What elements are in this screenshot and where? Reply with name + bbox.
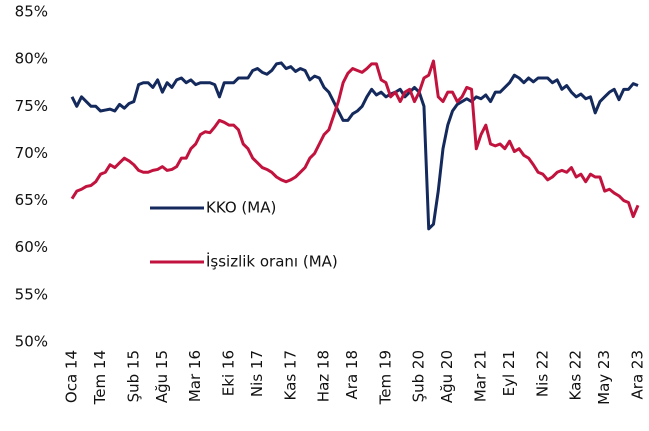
x-tick-label: Haz 18 bbox=[315, 350, 333, 402]
series-line bbox=[70, 61, 639, 231]
x-tick-label: Eki 16 bbox=[219, 350, 237, 396]
x-tick-label: Ara 23 bbox=[629, 350, 647, 399]
x-tick-label: Ağu 15 bbox=[153, 350, 171, 403]
x-tick-label: Kas 17 bbox=[281, 350, 299, 400]
x-tick-label: Nis 17 bbox=[248, 350, 266, 397]
y-tick-label: 50% bbox=[15, 333, 48, 351]
x-tick-label: Ağu 20 bbox=[438, 350, 456, 403]
x-tick-label: Mar 21 bbox=[472, 350, 490, 402]
x-tick-label: Oca 14 bbox=[63, 350, 81, 403]
x-tick-label: May 23 bbox=[595, 350, 613, 405]
x-tick-label: Tem 19 bbox=[376, 350, 394, 405]
y-tick-label: 85% bbox=[15, 3, 48, 21]
y-tick-label: 80% bbox=[15, 50, 48, 68]
series-line bbox=[70, 59, 640, 219]
y-tick-label: 60% bbox=[15, 238, 48, 256]
y-tick-label: 75% bbox=[15, 97, 48, 115]
x-tick-label: Nis 22 bbox=[533, 350, 551, 397]
x-tick-label: Şub 15 bbox=[124, 350, 142, 402]
y-tick-label: 65% bbox=[15, 191, 48, 209]
x-tick-label: Şub 20 bbox=[410, 350, 428, 402]
legend-label: İşsizlik oranı (MA) bbox=[206, 252, 338, 271]
x-tick-label: Kas 22 bbox=[567, 350, 585, 400]
y-tick-label: 55% bbox=[15, 285, 48, 303]
y-tick-label: 70% bbox=[15, 144, 48, 162]
legend-label: KKO (MA) bbox=[206, 199, 276, 217]
x-tick-label: Eyl 21 bbox=[500, 350, 518, 396]
x-tick-label: Tem 14 bbox=[91, 350, 109, 405]
x-tick-label: Ara 18 bbox=[343, 350, 361, 399]
x-tick-label: Mar 16 bbox=[186, 350, 204, 402]
